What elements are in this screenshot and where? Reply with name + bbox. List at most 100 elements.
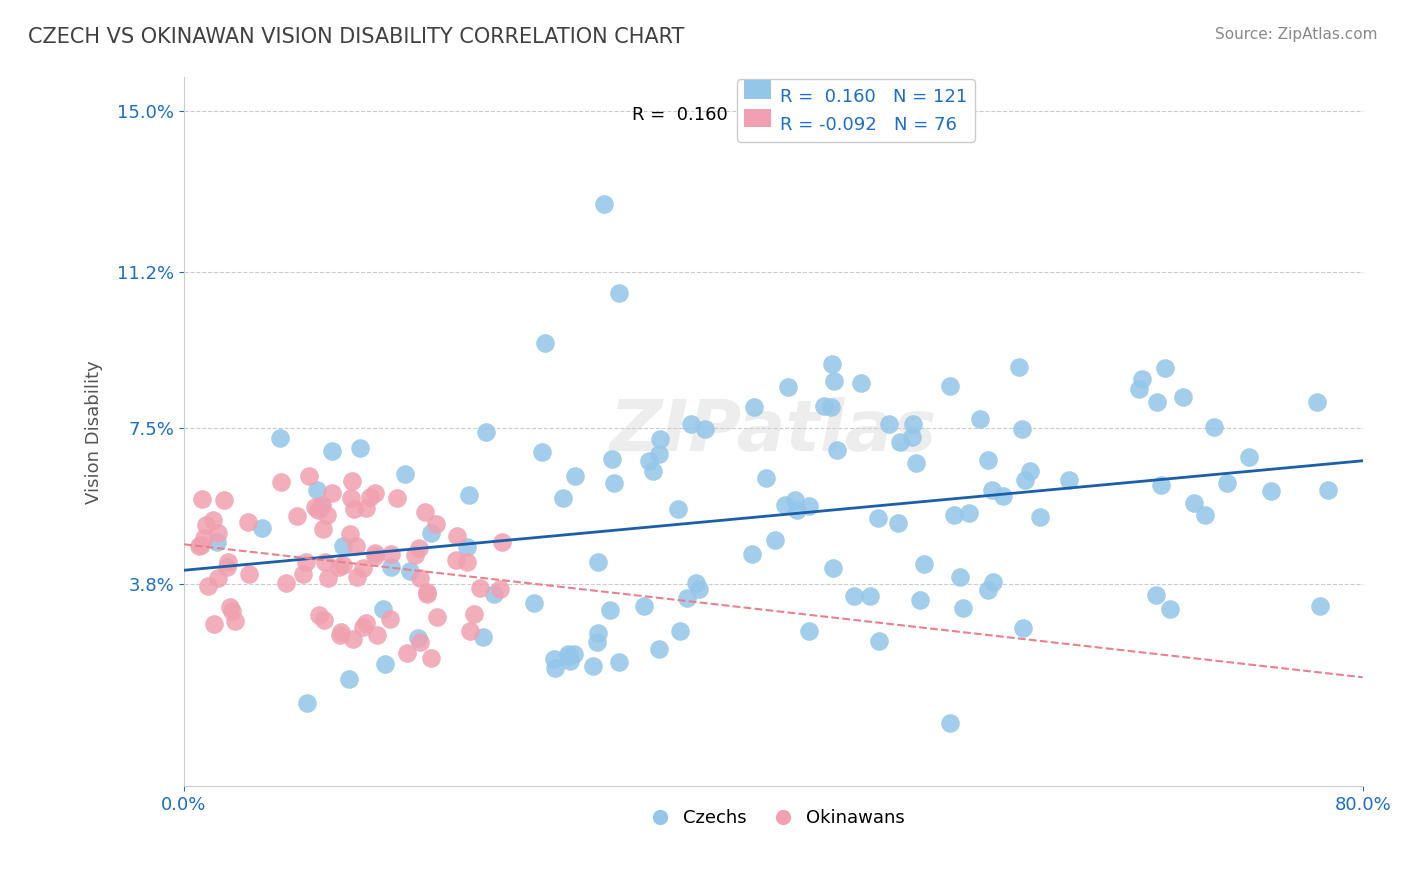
Point — [404, 548, 426, 562]
Point — [269, 431, 291, 445]
Point — [316, 571, 339, 585]
Y-axis label: Vision Disability: Vision Disability — [86, 360, 103, 504]
Point — [399, 565, 422, 579]
Point — [359, 490, 381, 504]
Point — [409, 635, 432, 649]
Point — [969, 412, 991, 426]
Point — [236, 516, 259, 530]
Point — [446, 529, 468, 543]
Point — [952, 601, 974, 615]
Point — [679, 417, 702, 432]
Point — [523, 596, 546, 610]
Point — [688, 582, 710, 596]
Point — [593, 197, 616, 211]
Point — [308, 608, 330, 623]
Point — [943, 508, 966, 523]
Point — [207, 526, 229, 541]
Point — [380, 560, 402, 574]
Point — [685, 576, 707, 591]
Text: CZECH VS OKINAWAN VISION DISABILITY CORRELATION CHART: CZECH VS OKINAWAN VISION DISABILITY CORR… — [28, 27, 685, 46]
Point — [344, 539, 367, 553]
Point — [491, 535, 513, 549]
Point — [1144, 588, 1167, 602]
Point — [558, 649, 581, 664]
Point — [197, 579, 219, 593]
Point — [1150, 478, 1173, 492]
Point — [352, 561, 374, 575]
Point — [813, 399, 835, 413]
Point — [939, 716, 962, 731]
Point — [648, 642, 671, 657]
Point — [755, 471, 778, 485]
Point — [949, 570, 972, 584]
Point — [354, 616, 377, 631]
Point — [274, 575, 297, 590]
Point — [693, 422, 716, 436]
Point — [773, 498, 796, 512]
Point — [534, 336, 557, 351]
Point — [425, 517, 447, 532]
Point — [600, 452, 623, 467]
Point — [419, 651, 441, 665]
Point — [633, 599, 655, 614]
Point — [1159, 602, 1181, 616]
Point — [339, 527, 361, 541]
Point — [1182, 496, 1205, 510]
Point — [380, 612, 402, 626]
Point — [408, 571, 430, 585]
Point — [238, 567, 260, 582]
Point — [858, 589, 880, 603]
Point — [329, 628, 352, 642]
Point — [901, 430, 924, 444]
Point — [797, 500, 820, 514]
Point — [785, 493, 807, 508]
Point — [364, 486, 387, 500]
Point — [252, 521, 274, 535]
Point — [201, 513, 224, 527]
Point — [294, 555, 316, 569]
Point — [364, 549, 387, 563]
Point — [285, 509, 308, 524]
Point — [977, 582, 1000, 597]
Point — [586, 634, 609, 648]
Point — [1216, 476, 1239, 491]
Point — [543, 651, 565, 665]
Point — [406, 631, 429, 645]
Point — [295, 696, 318, 710]
Point — [741, 547, 763, 561]
Point — [305, 483, 328, 497]
Point — [307, 503, 329, 517]
Point — [205, 534, 228, 549]
Point — [316, 508, 339, 522]
Point — [218, 600, 240, 615]
Point — [468, 581, 491, 595]
Point — [638, 454, 661, 468]
Point — [1011, 422, 1033, 436]
Point — [877, 417, 900, 431]
Point — [648, 447, 671, 461]
Point — [332, 558, 354, 573]
Point — [309, 500, 332, 514]
Point — [343, 502, 366, 516]
Point — [1202, 419, 1225, 434]
Point — [364, 546, 387, 560]
Point — [340, 475, 363, 489]
Point — [394, 467, 416, 481]
Point — [475, 425, 498, 439]
Point — [1012, 621, 1035, 635]
Point — [886, 516, 908, 530]
Point — [1153, 361, 1175, 376]
Point — [366, 628, 388, 642]
Point — [328, 560, 350, 574]
Point — [908, 593, 931, 607]
Point — [215, 560, 238, 574]
Point — [666, 502, 689, 516]
Point — [458, 488, 481, 502]
Point — [904, 456, 927, 470]
Point — [823, 374, 845, 388]
Text: Source: ZipAtlas.com: Source: ZipAtlas.com — [1215, 27, 1378, 42]
Point — [489, 582, 512, 596]
Point — [420, 526, 443, 541]
Point — [786, 502, 808, 516]
Point — [217, 555, 239, 569]
